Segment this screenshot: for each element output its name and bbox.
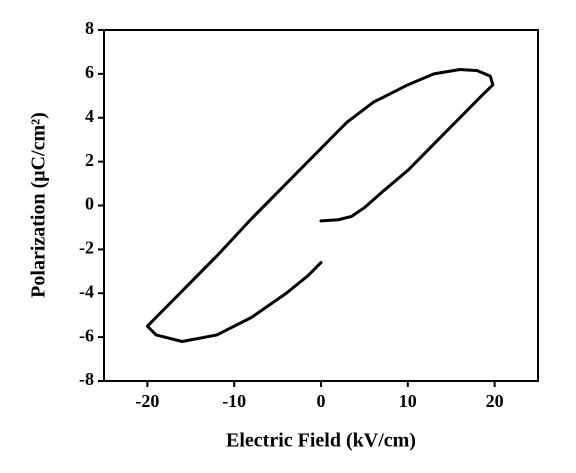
y-tick-label: 6: [85, 62, 94, 82]
y-tick-label: 2: [85, 150, 94, 170]
data-line: [145, 67, 495, 344]
x-tick-label: 0: [317, 391, 326, 411]
y-tick-label: 4: [85, 106, 94, 126]
x-tick-label: -10: [222, 391, 246, 411]
x-axis-title: Electric Field (kV/cm): [226, 430, 416, 452]
y-tick-label: -8: [79, 369, 94, 389]
x-tick-label: 20: [486, 391, 504, 411]
x-tick-label: 10: [399, 391, 417, 411]
y-tick-label: -6: [79, 325, 94, 345]
plot-frame: [103, 29, 539, 382]
x-tick-label: -20: [135, 391, 159, 411]
y-axis-title: Polarization (μC/cm²): [28, 112, 50, 298]
y-tick-label: -4: [79, 281, 94, 301]
y-tick-label: 0: [85, 194, 94, 214]
y-tick-label: -2: [79, 238, 94, 258]
y-tick-label: 8: [85, 18, 94, 38]
